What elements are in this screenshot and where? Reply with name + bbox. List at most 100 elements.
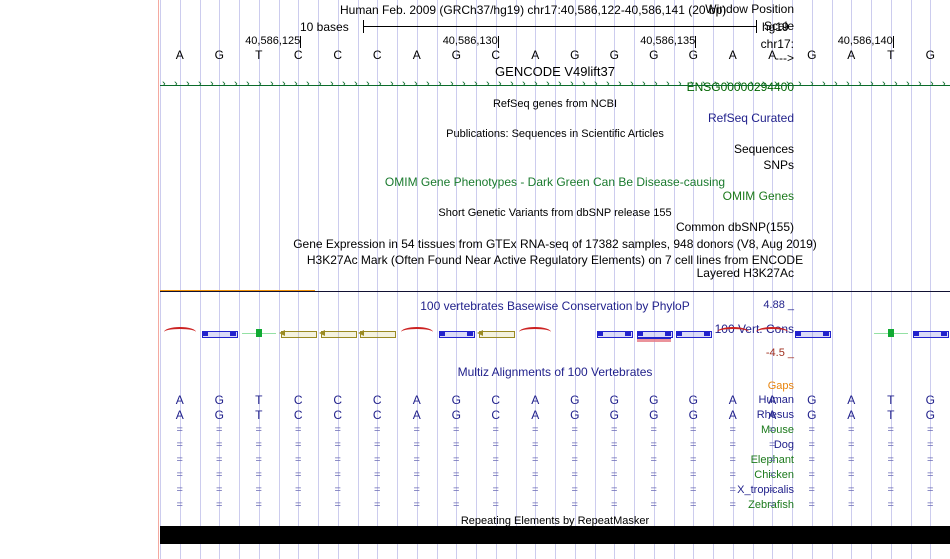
track-label-h3k27ac[interactable]: Layered H3K27Ac — [696, 266, 794, 280]
gene-strand-arrow-icon: › — [846, 78, 850, 90]
scale-tick-right — [756, 20, 757, 33]
conservation-olive-bar — [360, 331, 397, 338]
ruler-coordinate: 40,586,125 — [245, 35, 301, 47]
multiz-species-label-rhesus[interactable]: Rhesus — [756, 409, 794, 421]
multiz-base: A — [412, 393, 421, 407]
multiz-base: G — [570, 393, 580, 407]
multiz-gap: = — [769, 424, 776, 436]
center-position-marker — [158, 0, 159, 559]
multiz-base: C — [293, 393, 303, 407]
gene-strand-arrow-icon: › — [270, 78, 274, 90]
ruler-base: C — [372, 48, 382, 62]
gene-strand-arrow-icon: › — [858, 78, 862, 90]
ruler-tick — [892, 36, 894, 48]
multiz-gap: = — [492, 469, 499, 481]
conservation-green-tick — [887, 329, 894, 337]
track-title-gencode: GENCODE V49lift37 — [495, 64, 615, 79]
gene-strand-arrow-icon: › — [426, 78, 430, 90]
multiz-gap: = — [769, 484, 776, 496]
multiz-gap: = — [374, 424, 381, 436]
multiz-gap: = — [492, 499, 499, 511]
multiz-gap: = — [413, 469, 420, 481]
conservation-bar-cap-right — [467, 331, 474, 336]
multiz-base: A — [728, 408, 737, 422]
multiz-gap: = — [808, 469, 815, 481]
conservation-bar-cap-left — [636, 331, 643, 336]
track-label-gaps[interactable]: Gaps — [767, 380, 794, 392]
gene-strand-arrow-icon: › — [654, 78, 658, 90]
multiz-gap: = — [690, 484, 697, 496]
conservation-bar-cap-left — [439, 331, 446, 336]
multiz-gap: = — [453, 469, 460, 481]
gene-strand-arrow-icon: › — [318, 78, 322, 90]
conservation-bar-cap-left — [913, 331, 920, 336]
gene-strand-arrow-icon: › — [762, 78, 766, 90]
track-label-snps[interactable]: SNPs — [763, 158, 794, 172]
gene-strand-arrow-icon: › — [798, 78, 802, 90]
gene-strand-arrow-icon: › — [834, 78, 838, 90]
gene-strand-arrow-icon: › — [774, 78, 778, 90]
repeatmasker-feature-bar[interactable] — [160, 526, 950, 544]
multiz-base: A — [728, 393, 737, 407]
phylop-conservation-plot[interactable] — [160, 322, 950, 350]
gene-strand-arrow-icon: › — [906, 78, 910, 90]
conservation-bar-cap-right — [664, 331, 671, 336]
multiz-gap: = — [848, 424, 855, 436]
multiz-gap: = — [176, 424, 183, 436]
multiz-gap: = — [492, 439, 499, 451]
ruler-base: G — [214, 48, 224, 62]
multiz-gap: = — [216, 469, 223, 481]
gene-strand-arrow-icon: › — [582, 78, 586, 90]
gene-strand-arrow-icon: › — [390, 78, 394, 90]
ruler-base: T — [255, 48, 263, 62]
multiz-species-label-mouse[interactable]: Mouse — [760, 424, 794, 436]
track-label-sequences[interactable]: Sequences — [733, 142, 794, 156]
track-label-dbsnp[interactable]: Common dbSNP(155) — [675, 220, 794, 234]
multiz-gap: = — [295, 454, 302, 466]
multiz-gap: = — [927, 439, 934, 451]
ruler-tick — [695, 36, 697, 48]
multiz-gap: = — [808, 439, 815, 451]
gene-strand-arrow-icon: › — [306, 78, 310, 90]
multiz-base: T — [255, 393, 263, 407]
gene-strand-arrow-icon: › — [918, 78, 922, 90]
multiz-gap: = — [295, 469, 302, 481]
multiz-base: G — [925, 393, 935, 407]
track-label-refseq[interactable]: RefSeq Curated — [707, 111, 794, 125]
multiz-gap: = — [611, 424, 618, 436]
ruler-tick — [300, 36, 302, 48]
gene-strand-arrow-icon: › — [534, 78, 538, 90]
multiz-gap: = — [808, 499, 815, 511]
track-label-omim[interactable]: OMIM Genes — [722, 189, 794, 203]
ruler-base: G — [925, 48, 935, 62]
multiz-gap: = — [729, 439, 736, 451]
multiz-species-label-zebrafish[interactable]: Zebrafish — [748, 499, 794, 511]
multiz-species-label-chicken[interactable]: Chicken — [754, 469, 794, 481]
multiz-species-label-elephant[interactable]: Elephant — [750, 454, 794, 466]
multiz-gap: = — [532, 424, 539, 436]
multiz-base: G — [451, 393, 461, 407]
ruler-base: A — [531, 48, 540, 62]
multiz-gap: = — [295, 484, 302, 496]
multiz-gap: = — [413, 499, 420, 511]
multiz-gap: = — [650, 469, 657, 481]
multiz-gap: = — [492, 424, 499, 436]
gene-strand-arrow-icon: › — [810, 78, 814, 90]
multiz-base: G — [649, 408, 659, 422]
multiz-gap: = — [571, 424, 578, 436]
multiz-gap: = — [374, 439, 381, 451]
conservation-olive-bar — [478, 331, 515, 338]
multiz-species-label-x_tropicalis[interactable]: X_tropicalis — [737, 484, 794, 496]
track-title-publications: Publications: Sequences in Scientific Ar… — [446, 128, 664, 140]
track-title-repeatmasker: Repeating Elements by RepeatMasker — [460, 515, 650, 527]
multiz-gap: = — [690, 424, 697, 436]
multiz-gap: = — [887, 424, 894, 436]
multiz-species-label-dog[interactable]: Dog — [773, 439, 794, 451]
multiz-gap: = — [413, 439, 420, 451]
multiz-species-label-human[interactable]: Human — [758, 394, 794, 406]
gene-line — [160, 85, 950, 86]
scale-label: Scale — [763, 19, 794, 33]
gencode-gene-arrow-row[interactable]: › › › › › › › › › › › › › › › › › › › › › › › › › › › › › › › › › › › › › › › ›… — [160, 78, 950, 91]
track-label-gencode[interactable]: ENSG00000294400 — [686, 80, 794, 94]
